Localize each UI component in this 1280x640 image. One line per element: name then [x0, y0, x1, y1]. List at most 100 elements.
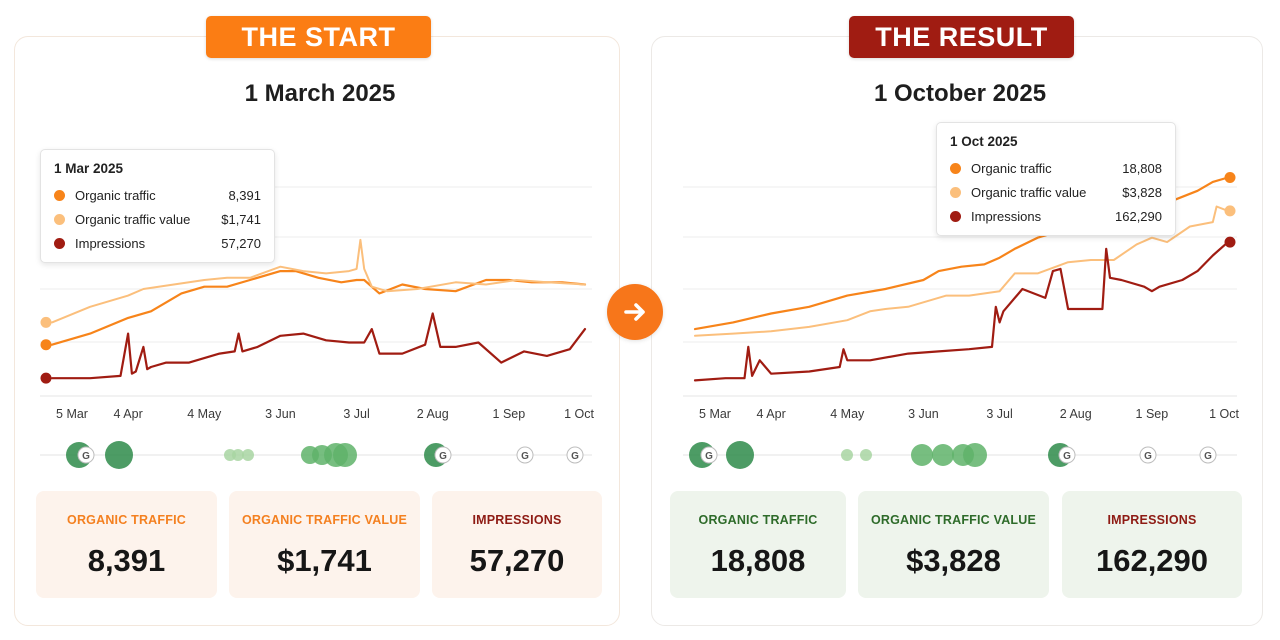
- tooltip-row-organic-traffic: Organic traffic 18,808: [950, 159, 1162, 177]
- google-icon-letter: G: [705, 451, 713, 462]
- tooltip-value: 18,808: [1122, 160, 1162, 176]
- x-tick-label: 3 Jun: [265, 407, 296, 421]
- metric-value: $1,741: [277, 543, 372, 578]
- google-icon-letter: G: [82, 451, 90, 462]
- metric-label: ORGANIC TRAFFIC: [67, 513, 186, 527]
- impressions-line: [50, 312, 587, 380]
- tooltip-label: Organic traffic value: [75, 211, 191, 227]
- x-tick-label: 1 Oct: [564, 407, 594, 421]
- annotation-marker: [963, 443, 987, 467]
- x-tick-label: 1 Oct: [1209, 407, 1239, 421]
- tooltip-label: Impressions: [971, 208, 1042, 224]
- tooltip-row-impressions: Impressions 57,270: [54, 234, 261, 252]
- organic-traffic-dot-icon: [54, 189, 65, 201]
- x-tick-label: 4 May: [187, 407, 222, 421]
- google-icon: [566, 446, 584, 464]
- organic-traffic-value-marker: [1224, 205, 1236, 217]
- metric-label: ORGANIC TRAFFIC VALUE: [870, 513, 1037, 527]
- tooltip-row-organic-traffic-value: Organic traffic value $3,828: [950, 183, 1162, 201]
- x-tick-label: 3 Jun: [908, 407, 939, 421]
- organic-traffic-dot-icon: [950, 162, 961, 174]
- tooltip-date: 1 Mar 2025: [54, 161, 124, 176]
- start-tooltip: 1 Mar 2025 Organic traffic 8,391 Organic…: [40, 149, 275, 263]
- google-icon: [434, 446, 452, 464]
- annotation-marker: [333, 443, 357, 467]
- tooltip-value: 57,270: [221, 235, 261, 251]
- result-date-heading: 1 October 2025: [873, 80, 1047, 107]
- google-icon: [77, 446, 95, 464]
- x-tick-label: 4 Apr: [114, 407, 143, 421]
- x-tick-label: 1 Sep: [493, 407, 526, 421]
- tooltip-label: Organic traffic: [75, 187, 156, 203]
- metric-label: IMPRESSIONS: [472, 513, 562, 527]
- tooltip-value: $3,828: [1122, 184, 1162, 200]
- google-icon: [516, 446, 534, 464]
- impressions-dot-icon: [950, 210, 961, 222]
- google-icon: [1058, 446, 1076, 464]
- x-tick-label: 4 May: [830, 407, 865, 421]
- tooltip-value: 162,290: [1115, 208, 1162, 224]
- annotation-marker: [726, 441, 754, 469]
- google-icon-letter: G: [439, 451, 447, 462]
- result-card-impressions: IMPRESSIONS 162,290: [1062, 491, 1242, 598]
- annotation-marker: [841, 449, 853, 461]
- annotation-marker: [860, 449, 872, 461]
- tooltip-value: $1,741: [221, 211, 261, 227]
- metric-value: 18,808: [710, 543, 806, 578]
- start-card-organic-traffic-value: ORGANIC TRAFFIC VALUE $1,741: [229, 491, 420, 598]
- x-tick-label: 3 Jul: [986, 407, 1012, 421]
- x-tick-label: 4 Apr: [757, 407, 786, 421]
- organic-traffic-value-dot-icon: [950, 186, 961, 198]
- result-badge: THE RESULT: [849, 16, 1074, 58]
- metric-value: $3,828: [906, 543, 1001, 578]
- tooltip-date: 1 Oct 2025: [950, 134, 1018, 149]
- traffic-charts: 5 Mar 4 Apr 4 May 3 Jun 3 Jul 2 Aug 1 Sep 1 Oct…: [40, 171, 1240, 469]
- organic-traffic-line: [50, 270, 587, 346]
- start-card-organic-traffic: ORGANIC TRAFFIC 8,391: [36, 491, 217, 598]
- tooltip-row-organic-traffic-value: Organic traffic value $1,741: [54, 210, 261, 228]
- annotation-marker: [242, 449, 254, 461]
- tooltip-label: Impressions: [75, 235, 146, 251]
- x-tick-label: 3 Jul: [343, 407, 369, 421]
- x-tick-label: 2 Aug: [417, 407, 449, 421]
- impressions-marker: [1224, 236, 1236, 248]
- google-icon-letter: G: [521, 451, 529, 462]
- organic-traffic-marker: [1224, 171, 1236, 183]
- x-tick-label: 2 Aug: [1060, 407, 1092, 421]
- annotation-marker: [932, 444, 954, 466]
- result-card-organic-traffic-value: ORGANIC TRAFFIC VALUE $3,828: [858, 491, 1049, 598]
- result-card-organic-traffic: ORGANIC TRAFFIC 18,808: [670, 491, 846, 598]
- organic-traffic-marker: [40, 339, 52, 351]
- impressions-marker: [40, 372, 52, 384]
- arrow-right-icon: [607, 284, 663, 340]
- metric-value: 57,270: [469, 543, 565, 578]
- google-icon: [1199, 446, 1217, 464]
- metric-label: ORGANIC TRAFFIC VALUE: [241, 513, 408, 527]
- x-tick-label: 1 Sep: [1136, 407, 1169, 421]
- annotation-marker: [911, 444, 933, 466]
- impressions-dot-icon: [54, 237, 65, 249]
- google-icon: [700, 446, 718, 464]
- google-icon: [1139, 446, 1157, 464]
- google-icon-letter: G: [1144, 451, 1152, 462]
- google-icon-letter: G: [1204, 451, 1212, 462]
- result-tooltip: 1 Oct 2025 Organic traffic 18,808 Organi…: [936, 122, 1176, 236]
- metric-value: 8,391: [87, 543, 166, 578]
- tooltip-value: 8,391: [228, 187, 261, 203]
- organic-traffic-value-marker: [40, 316, 52, 328]
- organic-traffic-value-dot-icon: [54, 213, 65, 225]
- impressions-line: [693, 241, 1230, 382]
- google-icon-letter: G: [1063, 451, 1071, 462]
- organic-traffic-value-line: [51, 238, 586, 324]
- organic-traffic-value-line: [694, 205, 1229, 337]
- x-tick-label: 5 Mar: [699, 407, 731, 421]
- annotation-marker: [232, 449, 244, 461]
- start-date-heading: 1 March 2025: [244, 80, 396, 107]
- annotation-marker: [105, 441, 133, 469]
- start-card-impressions: IMPRESSIONS 57,270: [432, 491, 602, 598]
- metric-value: 162,290: [1095, 543, 1209, 578]
- x-tick-label: 5 Mar: [56, 407, 88, 421]
- tooltip-label: Organic traffic: [971, 160, 1052, 176]
- tooltip-label: Organic traffic value: [971, 184, 1087, 200]
- tooltip-row-organic-traffic: Organic traffic 8,391: [54, 186, 261, 204]
